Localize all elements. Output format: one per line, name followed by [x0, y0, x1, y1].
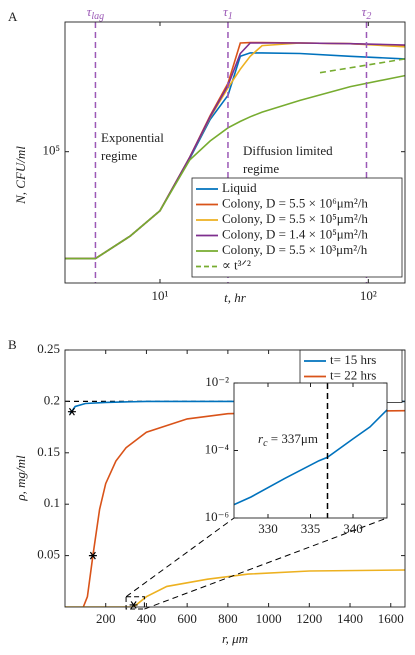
vline-label: τlag [87, 4, 104, 22]
plot-layer [234, 409, 387, 506]
annotation: regime [101, 148, 137, 163]
rc-subscript: c [263, 438, 268, 449]
inset-background [234, 383, 387, 518]
axes-frame [64, 21, 406, 284]
legend-label: Colony, D = 1.4 × 10⁵μm²/h [222, 226, 368, 241]
vline-label: τ2 [362, 4, 372, 22]
rc-label: rc = 337μm [258, 431, 318, 449]
zoom-connector [144, 517, 388, 610]
axes-frame [233, 382, 388, 519]
zoom-box [125, 596, 145, 610]
x-tick-label: 200 [96, 611, 116, 626]
vline-symbol: τ [223, 4, 229, 19]
series-line [69, 400, 405, 415]
rc-symbol: r [258, 431, 264, 446]
series-line [234, 409, 387, 506]
y-tick-label: 10⁻⁶ [205, 509, 229, 524]
legend-label: Colony, D = 5.5 × 10⁵μm²/h [222, 211, 368, 226]
x-tick-label: 340 [343, 521, 363, 536]
legend-label: ∝ t³ᐟ² [222, 257, 251, 272]
y-axis-label: N, CFU/ml [13, 146, 28, 205]
panel-label: A [8, 9, 18, 24]
legend-label: Colony, D = 5.5 × 10³μm²/h [222, 242, 368, 257]
y-tick-label: 10⁻⁴ [205, 441, 230, 456]
x-axis-label: r, μm [222, 631, 248, 646]
annotation: regime [243, 161, 279, 176]
x-tick-label: 10¹ [152, 288, 169, 303]
x-tick-label: 1000 [256, 611, 282, 626]
x-tick-label: 1400 [337, 611, 363, 626]
x-tick-label: 1600 [378, 611, 404, 626]
legend-label: Colony, D = 5.5 × 10⁶μm²/h [222, 195, 368, 210]
annotation: Exponential [101, 130, 164, 145]
y-tick-label: 10⁻² [205, 374, 229, 389]
x-tick-label: 600 [177, 611, 197, 626]
legend-label: t= 15 hrs [330, 352, 376, 367]
x-axis-label: t, hr [224, 290, 247, 305]
series-line [319, 58, 405, 74]
rc-text: = 337μm [268, 431, 318, 446]
vline-label: τ1 [223, 4, 233, 22]
vline-subscript: lag [91, 11, 104, 22]
y-tick-label: 0.1 [44, 495, 60, 510]
axes-frame [64, 349, 406, 608]
y-tick-label: 0.05 [37, 547, 60, 562]
legend-box [191, 177, 403, 278]
y-tick-label: 0.2 [44, 392, 60, 407]
x-tick-label: 330 [258, 521, 278, 536]
legend-label: t= 22 hrs [330, 367, 376, 382]
x-tick-label: 10² [360, 288, 377, 303]
vline-subscript: 2 [366, 11, 371, 22]
x-tick-label: 335 [301, 521, 321, 536]
marker [88, 551, 97, 560]
vline-subscript: 1 [228, 11, 233, 22]
x-tick-label: 800 [218, 611, 238, 626]
vline-symbol: τ [362, 4, 368, 19]
x-tick-label: 400 [137, 611, 157, 626]
zoom-connector [125, 517, 235, 598]
marker [67, 407, 76, 416]
legend-label: Liquid [222, 180, 257, 195]
y-tick-label: 10⁵ [42, 143, 60, 158]
vline-symbol: τ [87, 4, 93, 19]
y-tick-label: 0.25 [37, 341, 60, 356]
y-axis-label: ρ, mg/ml [13, 455, 28, 502]
panel-label: B [8, 337, 17, 352]
y-tick-label: 0.15 [37, 444, 60, 459]
x-tick-label: 1200 [296, 611, 322, 626]
annotation: Diffusion limited [243, 143, 333, 158]
